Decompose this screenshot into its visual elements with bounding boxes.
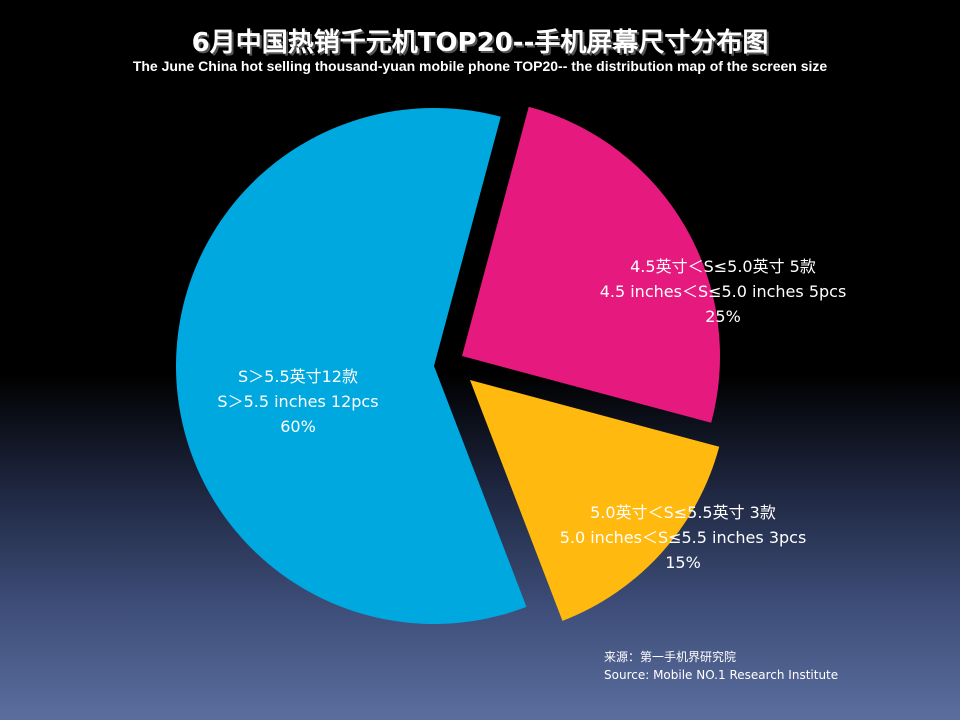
slice-over-5-5 (176, 108, 527, 624)
slice-label-cn: 4.5英寸＜S≤5.0英寸 5款 (630, 257, 816, 276)
chart-subtitle: The June China hot selling thousand-yuan… (132, 58, 828, 74)
source-cn: 来源：第一手机界研究院 (604, 650, 737, 664)
slice-label-4-5-to-5-0: 4.5英寸＜S≤5.0英寸 5款 4.5 inches＜S≤5.0 inches… (588, 254, 858, 329)
source-note: 来源：第一手机界研究院 Source: Mobile NO.1 Research… (604, 648, 838, 684)
slice-label-5-0-to-5-5: 5.0英寸＜S≤5.5英寸 3款 5.0 inches＜S≤5.5 inches… (548, 500, 818, 575)
slice-label-percent: 25% (705, 307, 741, 326)
chart-title: 6月中国热销千元机TOP20--手机屏幕尺寸分布图 (191, 28, 769, 58)
slice-label-en: 5.0 inches＜S≤5.5 inches 3pcs (559, 528, 807, 547)
slice-4-5-to-5-0 (462, 106, 720, 423)
slice-5-0-to-5-5 (470, 380, 720, 621)
slice-label-en: 4.5 inches＜S≤5.0 inches 5pcs (599, 282, 847, 301)
slice-label-percent: 15% (665, 553, 701, 572)
slice-label-over-5-5: S＞5.5英寸12款 S＞5.5 inches 12pcs 60% (188, 364, 408, 439)
slice-label-cn: 5.0英寸＜S≤5.5英寸 3款 (590, 503, 776, 522)
slice-label-cn: S＞5.5英寸12款 (238, 367, 358, 386)
source-en: Source: Mobile NO.1 Research Institute (604, 668, 839, 682)
slice-label-en: S＞5.5 inches 12pcs (217, 392, 379, 411)
slice-label-percent: 60% (280, 417, 316, 436)
